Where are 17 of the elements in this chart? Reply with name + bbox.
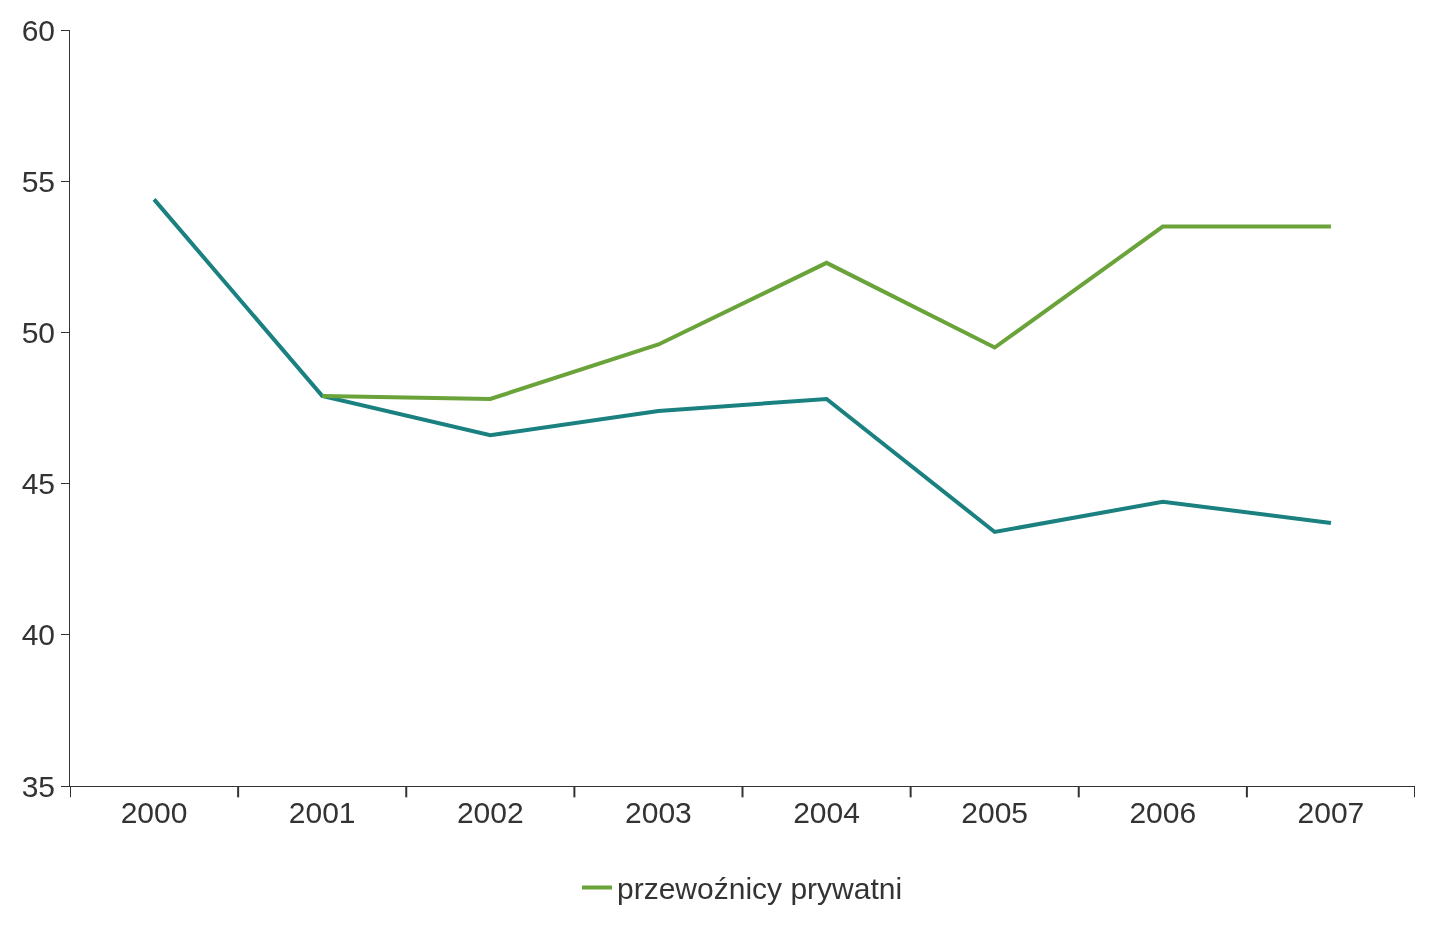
y-tick-label: 45 <box>21 467 55 501</box>
y-tick-label: 40 <box>21 618 55 652</box>
x-tick-label: 2004 <box>793 796 860 829</box>
x-tick-label: 2003 <box>625 796 692 829</box>
y-tick-label: 35 <box>21 769 55 803</box>
x-tick-label: 2001 <box>288 796 356 829</box>
y-tick-label: 55 <box>21 164 55 198</box>
x-tick-label: 2000 <box>120 796 188 829</box>
x-tick-label: 2005 <box>961 796 1029 829</box>
line-series <box>152 197 1333 534</box>
x-tick-label: 2007 <box>1297 796 1365 829</box>
y-tick-label: 50 <box>21 315 55 349</box>
line-series <box>320 224 1333 401</box>
y-tick-label: 60 <box>21 13 55 47</box>
x-tick-label: 2002 <box>456 796 524 829</box>
x-tick-label: 2006 <box>1129 796 1197 829</box>
legend-label: przewoźnicy prywatni <box>617 872 903 906</box>
